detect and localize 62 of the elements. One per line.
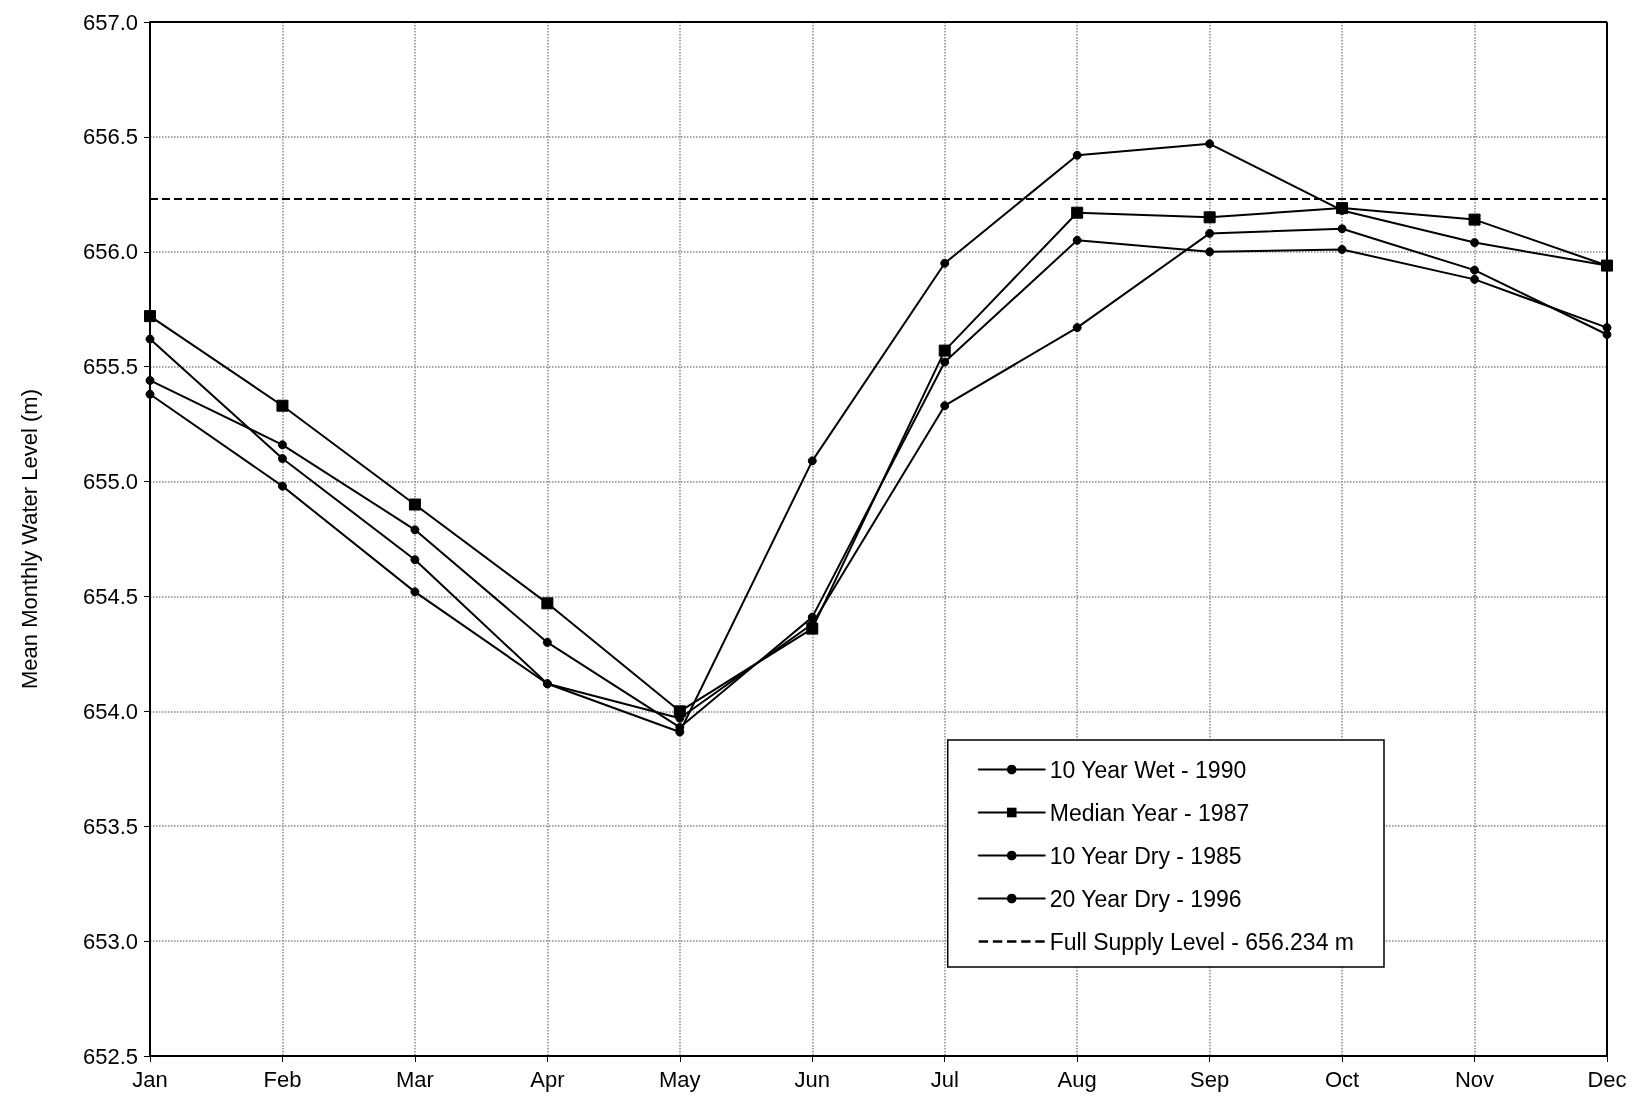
point xyxy=(276,399,289,412)
point xyxy=(144,310,156,323)
y-tick-label: 655.5 xyxy=(82,354,138,380)
point xyxy=(940,258,950,268)
x-tick-label: Dec xyxy=(1587,1066,1627,1092)
y-tick-label: 657.0 xyxy=(82,9,138,35)
legend-label: 20 Year Dry - 1996 xyxy=(1049,885,1242,912)
y-tick-label: 652.5 xyxy=(82,1043,138,1069)
point xyxy=(277,454,287,464)
point xyxy=(1071,206,1084,219)
point xyxy=(1205,247,1215,257)
y-tick-label: 656.0 xyxy=(82,239,138,265)
x-tick-label: Sep xyxy=(1190,1066,1230,1092)
point xyxy=(1203,211,1216,224)
x-tick-label: Jun xyxy=(794,1066,831,1092)
x-tick-label: Mar xyxy=(395,1066,434,1092)
x-tick-label: Feb xyxy=(263,1066,302,1092)
point xyxy=(940,357,950,367)
point xyxy=(410,587,420,597)
y-axis-title: Mean Monthly Water Level (m) xyxy=(16,389,42,689)
point xyxy=(1468,213,1481,226)
point xyxy=(410,555,420,565)
point xyxy=(1470,274,1480,284)
y-tick-label: 654.5 xyxy=(82,583,138,609)
point xyxy=(1205,139,1215,149)
point xyxy=(938,344,951,357)
point xyxy=(1072,150,1082,160)
point xyxy=(277,440,287,450)
x-tick-label: Jan xyxy=(132,1066,168,1092)
point xyxy=(410,525,420,535)
x-tick-label: Jul xyxy=(930,1066,959,1092)
point xyxy=(145,389,155,399)
y-tick-label: 654.0 xyxy=(82,698,138,724)
point xyxy=(1337,244,1347,254)
point xyxy=(1602,330,1612,339)
point xyxy=(807,456,817,466)
point xyxy=(1205,228,1215,238)
y-tick-label: 653.0 xyxy=(82,928,138,954)
y-tick-label: 656.5 xyxy=(82,124,138,150)
point xyxy=(145,334,155,344)
legend-label: Median Year - 1987 xyxy=(1049,799,1250,826)
legend-label: 10 Year Dry - 1985 xyxy=(1049,842,1242,869)
legend-label: Full Supply Level - 656.234 m xyxy=(1049,928,1354,955)
point xyxy=(277,481,287,491)
point xyxy=(1337,224,1347,234)
x-tick-label: Aug xyxy=(1057,1066,1097,1092)
point xyxy=(145,375,155,385)
point xyxy=(542,637,552,647)
x-tick-label: Apr xyxy=(530,1066,565,1092)
legend-label: 10 Year Wet - 1990 xyxy=(1049,756,1247,783)
point xyxy=(1072,235,1082,245)
point xyxy=(1470,265,1480,275)
point xyxy=(1470,238,1480,248)
y-tick-label: 655.0 xyxy=(82,469,138,495)
point xyxy=(940,401,950,411)
x-tick-label: May xyxy=(659,1066,701,1092)
point xyxy=(1072,323,1082,333)
x-tick-label: Nov xyxy=(1454,1066,1495,1092)
point xyxy=(408,498,421,511)
point xyxy=(541,597,554,610)
y-tick-label: 653.5 xyxy=(82,813,138,839)
x-tick-label: Oct xyxy=(1324,1066,1360,1092)
